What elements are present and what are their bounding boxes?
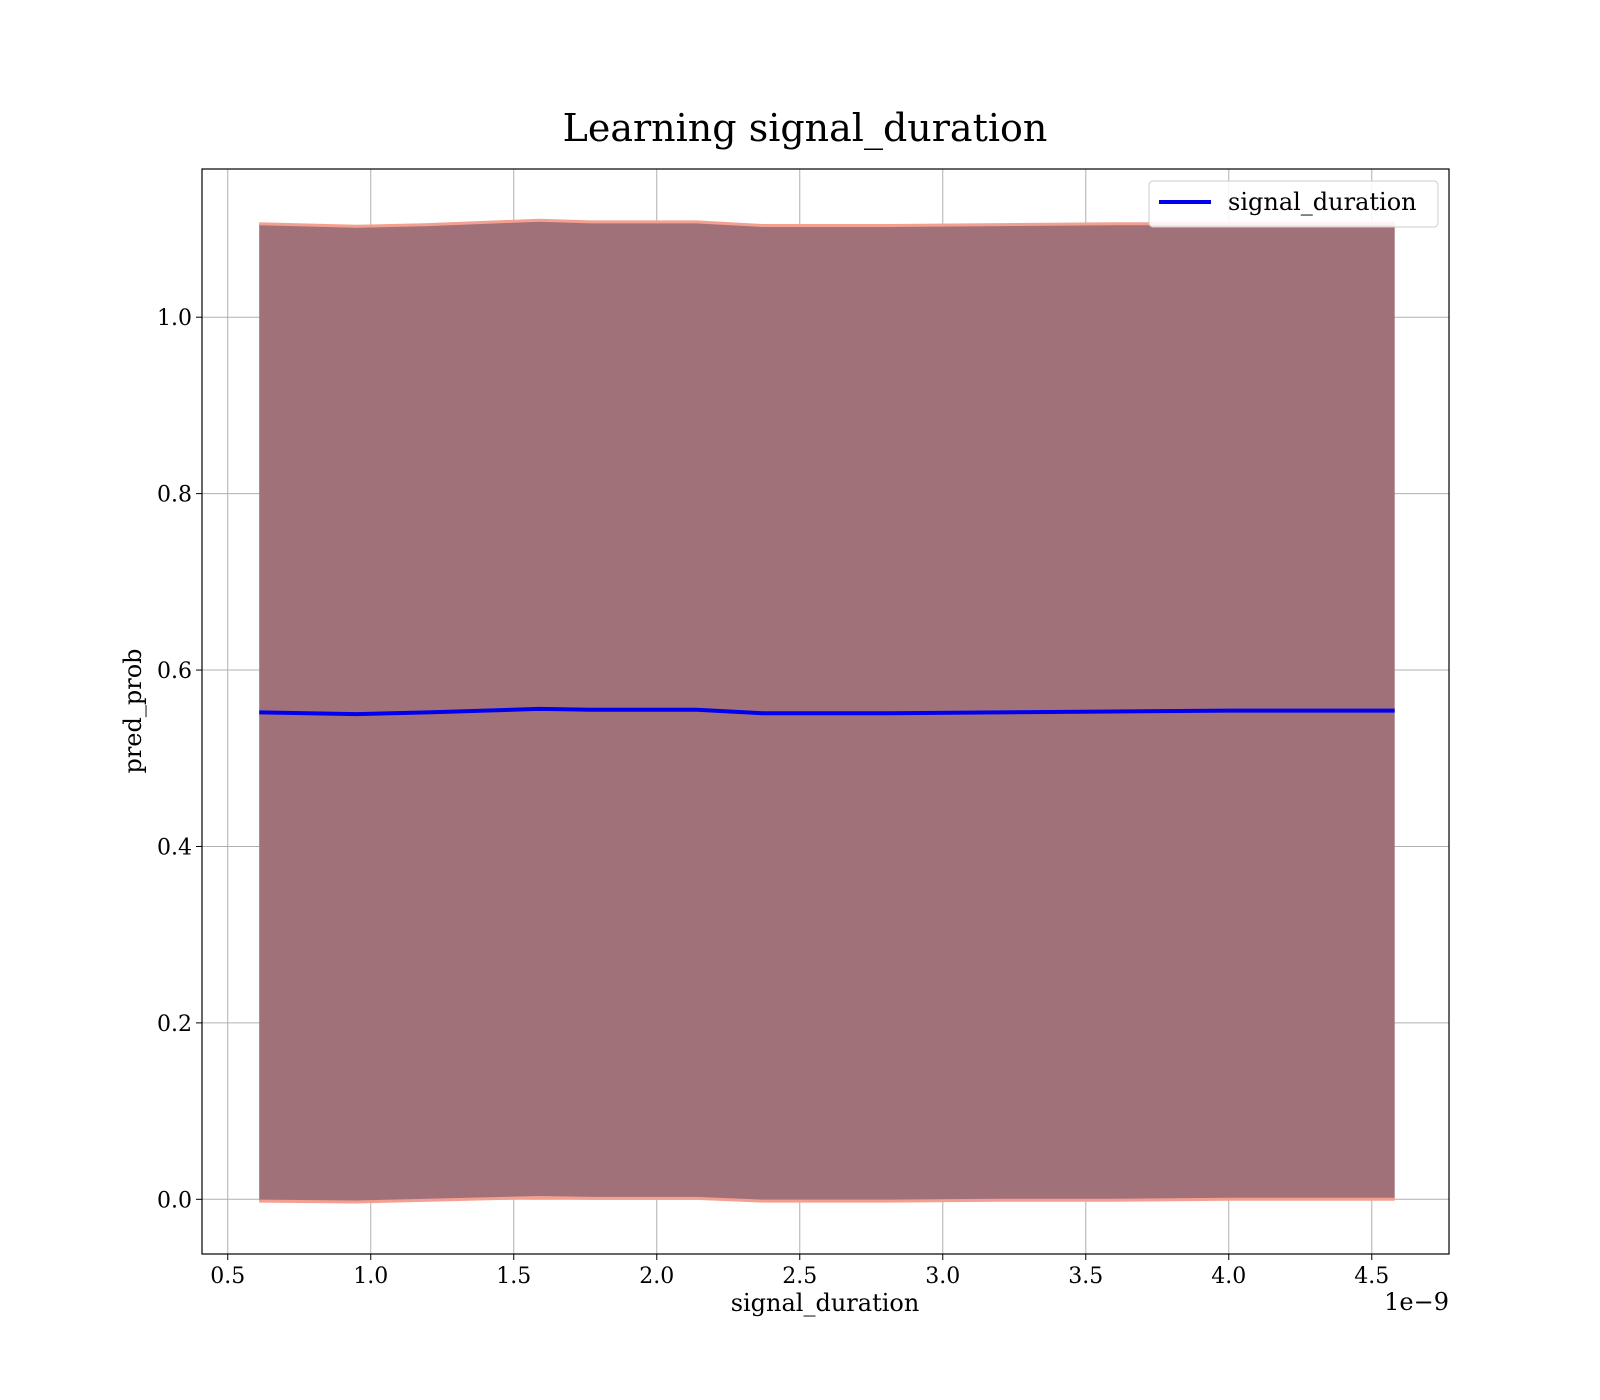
y-tick-label: 0.4 (157, 835, 192, 860)
x-tick-label: 2.0 (639, 1264, 674, 1289)
y-tick-label: 1.0 (157, 306, 192, 331)
x-axis-offset-label: 1e−9 (1384, 1288, 1449, 1316)
y-tick-label: 0.6 (157, 659, 192, 684)
x-tick-label: 0.5 (210, 1264, 245, 1289)
series-lines (259, 706, 1395, 717)
y-tick-label: 0.0 (157, 1188, 192, 1213)
legend-label: signal_duration (1228, 188, 1417, 216)
band-upper-edge (259, 218, 1395, 228)
x-tick-label: 1.0 (353, 1264, 388, 1289)
x-tick-label: 4.0 (1211, 1264, 1246, 1289)
y-axis-ticks: 0.0 0.2 0.4 0.6 0.8 1.0 (157, 306, 202, 1213)
band-lower-edge (259, 1195, 1395, 1204)
chart-title: Learning signal_duration (563, 106, 1048, 151)
confidence-band-area (259, 220, 1395, 1202)
y-axis-label: pred_prob (119, 648, 147, 773)
legend: signal_duration (1148, 180, 1439, 228)
x-tick-label: 3.5 (1068, 1264, 1103, 1289)
x-tick-label: 3.0 (925, 1264, 960, 1289)
x-tick-label: 4.5 (1354, 1264, 1389, 1289)
x-tick-label: 1.5 (496, 1264, 531, 1289)
confidence-band (259, 218, 1395, 1204)
x-axis-ticks: 0.5 1.0 1.5 2.0 2.5 3.0 3.5 4.0 4.5 (210, 1254, 1389, 1289)
y-tick-label: 0.2 (157, 1012, 192, 1037)
series-line-0 (259, 706, 1395, 717)
x-axis-label: signal_duration (731, 1289, 920, 1317)
plot-frame (201, 168, 1450, 1255)
legend-box (1148, 180, 1439, 228)
y-tick-label: 0.8 (157, 483, 192, 508)
x-tick-label: 2.5 (782, 1264, 817, 1289)
